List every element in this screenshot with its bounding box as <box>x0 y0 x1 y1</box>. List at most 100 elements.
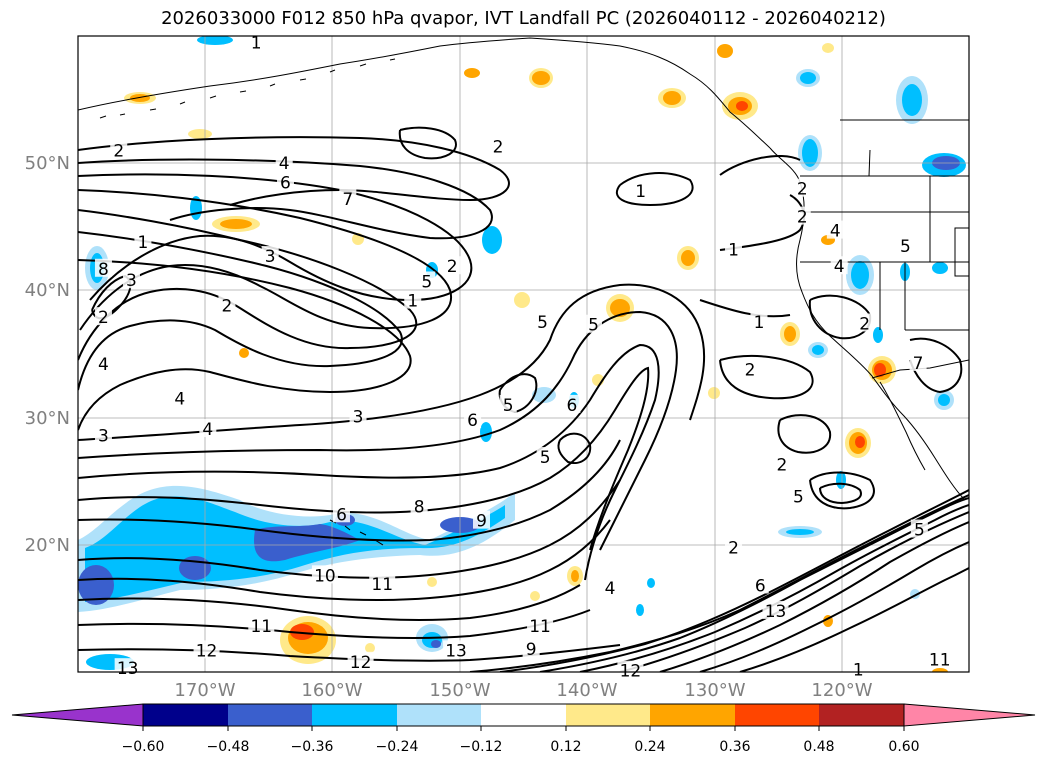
positive-anomaly-patch <box>736 101 748 111</box>
positive-anomaly-patch <box>681 250 695 266</box>
contour-label: 2 <box>222 297 233 317</box>
contour-label: 4 <box>830 222 841 242</box>
contour-label-background <box>527 616 554 635</box>
state-borders <box>800 119 969 331</box>
negative-anomaly-patch <box>647 578 655 588</box>
colorbar-segment <box>566 704 650 726</box>
contour-label-background <box>750 312 768 331</box>
contour-label-background <box>410 496 428 515</box>
negative-anomaly-patch <box>532 387 556 403</box>
contour-line <box>557 432 592 464</box>
contour-label-background <box>443 256 461 275</box>
positive-anomaly-patch <box>530 591 540 601</box>
colorbar-segment <box>312 704 397 726</box>
contour-label-background <box>563 394 581 413</box>
colorbar-label: −0.24 <box>376 739 419 755</box>
positive-anomaly-patch <box>932 668 948 672</box>
contour-label: 2 <box>447 257 458 277</box>
contour-line <box>809 471 875 510</box>
contour-label-background <box>896 235 914 254</box>
contour-line <box>819 482 862 505</box>
contour-label: 10 <box>314 566 336 586</box>
contour-line <box>78 283 706 441</box>
contour-label: 5 <box>793 487 804 507</box>
contour-label-background <box>725 239 743 258</box>
contour-label: 1 <box>635 182 646 202</box>
positive-anomaly-patch <box>855 436 865 448</box>
positive-anomaly-patch <box>708 387 720 399</box>
contour-label-background <box>218 295 236 314</box>
contour-label: 3 <box>353 407 364 427</box>
contour-label-background <box>849 659 867 678</box>
contour-label: 2 <box>728 538 739 558</box>
contour-label-background <box>793 178 811 197</box>
colorbar-outline <box>142 703 905 727</box>
colorbar-label: 0.12 <box>550 739 581 755</box>
contour-label-background <box>499 394 517 413</box>
contour-line <box>78 479 621 579</box>
contour-label-background <box>773 454 791 473</box>
positive-anomaly-patch <box>610 299 630 317</box>
contour-label: 2 <box>797 208 808 228</box>
contour-label-background <box>247 32 265 51</box>
contour-label: 5 <box>540 448 551 468</box>
contour-label-background <box>443 640 470 659</box>
contour-label: 12 <box>196 641 218 661</box>
contour-line <box>499 489 969 672</box>
lon-label: 160°W <box>301 680 362 701</box>
contour-line <box>78 584 581 621</box>
colorbar-segment <box>819 704 904 726</box>
colorbar-label: −0.12 <box>460 739 503 755</box>
lon-label: 170°W <box>174 680 235 701</box>
contour-label-background <box>793 206 811 225</box>
contour-label: 2 <box>776 456 787 476</box>
contour-label: 1 <box>754 313 765 333</box>
contour-label: 1 <box>138 233 149 253</box>
contour-label: 12 <box>350 653 372 673</box>
contour-label-background <box>199 419 217 438</box>
contour-label-background <box>910 519 928 538</box>
negative-anomaly-patch <box>78 565 114 605</box>
contour-label-background <box>404 290 422 309</box>
contour-label: 2 <box>745 360 756 380</box>
contour-label: 1 <box>853 660 864 680</box>
contour-label: 11 <box>250 617 272 637</box>
contour-line <box>78 158 493 240</box>
contour-label-background <box>94 354 112 373</box>
lat-label: 20°N <box>25 535 70 556</box>
contour-line <box>78 259 412 431</box>
lat-label: 40°N <box>25 280 70 301</box>
positive-anomaly-patch <box>464 68 480 78</box>
contour-label: 11 <box>371 575 393 595</box>
longitude-labels: 170°W 160°W 150°W 140°W 130°W 120°W <box>174 680 872 701</box>
contour-label-background <box>261 246 279 265</box>
contour-label-background <box>826 220 844 239</box>
contour-line <box>78 343 660 581</box>
contour-label: 6 <box>280 173 291 193</box>
contour-label-background <box>134 232 152 251</box>
contour-label-background <box>741 359 759 378</box>
contour-label-background <box>489 136 507 155</box>
contour-label-background <box>94 258 112 277</box>
negative-anomaly-patch <box>480 422 492 442</box>
contour-label-background <box>171 388 189 407</box>
contour-label: 3 <box>98 426 109 446</box>
colorbar-extend-low <box>11 703 144 727</box>
contour-line <box>739 567 969 672</box>
positive-anomaly-patch <box>822 43 834 53</box>
lon-label: 120°W <box>811 680 872 701</box>
contour-label: 3 <box>265 247 276 267</box>
contour-label: 13 <box>765 602 787 622</box>
positive-anomaly-patch <box>571 570 579 582</box>
contour-label-background <box>472 510 490 529</box>
negative-anomaly-patch <box>932 262 948 274</box>
contour-label-background <box>275 153 293 172</box>
contour-label: 13 <box>445 641 467 661</box>
contour-label: 2 <box>98 308 109 328</box>
contour-label: 5 <box>900 237 911 257</box>
colorbar-label: −0.48 <box>207 739 250 755</box>
negative-anomaly-patch <box>812 345 824 355</box>
contour-label: 2 <box>493 138 504 158</box>
contour-line <box>659 521 969 672</box>
